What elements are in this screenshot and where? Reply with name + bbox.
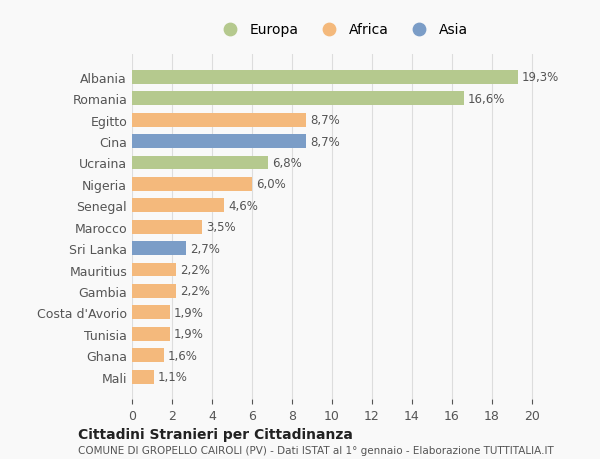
Bar — [132, 241, 186, 256]
Bar — [132, 156, 268, 170]
Text: COMUNE DI GROPELLO CAIROLI (PV) - Dati ISTAT al 1° gennaio - Elaborazione TUTTIT: COMUNE DI GROPELLO CAIROLI (PV) - Dati I… — [78, 446, 554, 455]
Bar — [132, 135, 306, 149]
Bar — [132, 92, 464, 106]
Bar — [132, 370, 154, 384]
Text: 16,6%: 16,6% — [468, 93, 505, 106]
Bar — [132, 348, 164, 362]
Bar — [132, 178, 252, 191]
Bar — [132, 263, 176, 277]
Bar — [132, 113, 306, 127]
Bar — [132, 306, 170, 319]
Text: 3,5%: 3,5% — [206, 221, 236, 234]
Text: 1,9%: 1,9% — [174, 306, 204, 319]
Text: 2,2%: 2,2% — [180, 263, 210, 276]
Text: 8,7%: 8,7% — [310, 135, 340, 148]
Text: 8,7%: 8,7% — [310, 114, 340, 127]
Bar — [132, 220, 202, 234]
Text: 1,6%: 1,6% — [168, 349, 198, 362]
Bar — [132, 71, 518, 84]
Text: 6,8%: 6,8% — [272, 157, 302, 170]
Text: 2,7%: 2,7% — [190, 242, 220, 255]
Text: 6,0%: 6,0% — [256, 178, 286, 191]
Bar — [132, 284, 176, 298]
Text: 4,6%: 4,6% — [228, 199, 258, 213]
Text: 1,9%: 1,9% — [174, 328, 204, 341]
Text: Cittadini Stranieri per Cittadinanza: Cittadini Stranieri per Cittadinanza — [78, 427, 353, 442]
Bar — [132, 199, 224, 213]
Legend: Europa, Africa, Asia: Europa, Africa, Asia — [211, 17, 473, 42]
Text: 2,2%: 2,2% — [180, 285, 210, 298]
Text: 1,1%: 1,1% — [158, 370, 188, 383]
Text: 19,3%: 19,3% — [522, 71, 559, 84]
Bar — [132, 327, 170, 341]
